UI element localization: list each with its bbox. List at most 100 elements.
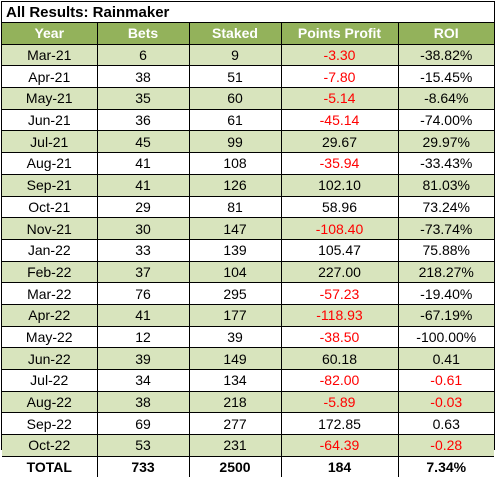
table-row[interactable]: Jan-22 33 139 105.47 75.88% <box>2 239 494 262</box>
points-profit-cell[interactable]: 58.96 <box>281 196 399 219</box>
staked-cell[interactable]: 51 <box>189 65 282 89</box>
roi-cell[interactable]: -38.82% <box>398 44 494 67</box>
staked-cell[interactable]: 108 <box>189 152 282 175</box>
year-cell[interactable]: Jun-22 <box>2 347 98 370</box>
total-staked-cell[interactable]: 2500 <box>189 456 282 477</box>
roi-cell[interactable]: -19.40% <box>398 282 494 305</box>
points-profit-cell[interactable]: 105.47 <box>281 239 399 262</box>
points-profit-cell[interactable]: 172.85 <box>281 412 399 436</box>
points-profit-cell[interactable]: 60.18 <box>281 347 399 370</box>
table-row[interactable]: Mar-21 6 9 -3.30 -38.82% <box>2 44 494 67</box>
points-profit-cell[interactable]: 102.10 <box>281 174 399 197</box>
roi-cell[interactable]: -74.00% <box>398 109 494 132</box>
bets-cell[interactable]: 53 <box>97 434 190 457</box>
year-cell[interactable]: Jul-22 <box>2 369 98 392</box>
roi-cell[interactable]: -73.74% <box>398 217 494 240</box>
staked-cell[interactable]: 134 <box>189 369 282 392</box>
bets-cell[interactable]: 38 <box>97 65 190 89</box>
staked-cell[interactable]: 231 <box>189 434 282 457</box>
bets-cell[interactable]: 41 <box>97 304 190 327</box>
total-roi-cell[interactable]: 7.34% <box>398 456 494 477</box>
points-profit-cell[interactable]: -64.39 <box>281 434 399 457</box>
table-row[interactable]: Mar-22 76 295 -57.23 -19.40% <box>2 282 494 305</box>
table-row[interactable]: Jul-22 34 134 -82.00 -0.61 <box>2 369 494 392</box>
year-cell[interactable]: Jan-22 <box>2 239 98 262</box>
bets-cell[interactable]: 36 <box>97 109 190 132</box>
staked-cell[interactable]: 218 <box>189 391 282 414</box>
year-cell[interactable]: Sep-21 <box>2 174 98 197</box>
staked-cell[interactable]: 277 <box>189 412 282 436</box>
year-cell[interactable]: Oct-21 <box>2 196 98 219</box>
year-cell[interactable]: Nov-21 <box>2 217 98 240</box>
table-row[interactable]: Nov-21 30 147 -108.40 -73.74% <box>2 217 494 240</box>
points-profit-cell[interactable]: -45.14 <box>281 109 399 132</box>
points-profit-cell[interactable]: -35.94 <box>281 152 399 175</box>
bets-cell[interactable]: 33 <box>97 239 190 262</box>
bets-cell[interactable]: 45 <box>97 130 190 154</box>
column-header-bets[interactable]: Bets <box>97 23 190 45</box>
staked-cell[interactable]: 81 <box>189 196 282 219</box>
roi-cell[interactable]: 81.03% <box>398 174 494 197</box>
year-cell[interactable]: Oct-22 <box>2 434 98 457</box>
roi-cell[interactable]: -67.19% <box>398 304 494 327</box>
table-row[interactable]: Jun-22 39 149 60.18 0.41 <box>2 347 494 370</box>
staked-cell[interactable]: 139 <box>189 239 282 262</box>
year-cell[interactable]: May-21 <box>2 87 98 110</box>
table-row[interactable]: Aug-21 41 108 -35.94 -33.43% <box>2 152 494 175</box>
roi-cell[interactable]: -33.43% <box>398 152 494 175</box>
staked-cell[interactable]: 104 <box>189 261 282 284</box>
column-header-points-profit[interactable]: Points Profit <box>281 23 399 45</box>
staked-cell[interactable]: 60 <box>189 87 282 110</box>
roi-cell[interactable]: -0.03 <box>398 391 494 414</box>
year-cell[interactable]: Sep-22 <box>2 412 98 436</box>
bets-cell[interactable]: 35 <box>97 87 190 110</box>
year-cell[interactable]: Aug-21 <box>2 152 98 175</box>
points-profit-cell[interactable]: -3.30 <box>281 44 399 67</box>
roi-cell[interactable]: 218.27% <box>398 261 494 284</box>
bets-cell[interactable]: 76 <box>97 282 190 305</box>
table-row[interactable]: May-22 12 39 -38.50 -100.00% <box>2 326 494 349</box>
roi-cell[interactable]: -8.64% <box>398 87 494 110</box>
total-row[interactable]: TOTAL 733 2500 184 7.34% <box>2 456 494 477</box>
points-profit-cell[interactable]: -38.50 <box>281 326 399 349</box>
year-cell[interactable]: Jul-21 <box>2 130 98 154</box>
bets-cell[interactable]: 38 <box>97 391 190 414</box>
points-profit-cell[interactable]: -118.93 <box>281 304 399 327</box>
points-profit-cell[interactable]: -5.89 <box>281 391 399 414</box>
roi-cell[interactable]: 73.24% <box>398 196 494 219</box>
year-cell[interactable]: Feb-22 <box>2 261 98 284</box>
points-profit-cell[interactable]: 227.00 <box>281 261 399 284</box>
staked-cell[interactable]: 177 <box>189 304 282 327</box>
year-cell[interactable]: Apr-22 <box>2 304 98 327</box>
roi-cell[interactable]: 75.88% <box>398 239 494 262</box>
staked-cell[interactable]: 39 <box>189 326 282 349</box>
roi-cell[interactable]: 0.41 <box>398 347 494 370</box>
roi-cell[interactable]: -0.61 <box>398 369 494 392</box>
bets-cell[interactable]: 69 <box>97 412 190 436</box>
column-header-roi[interactable]: ROI <box>398 23 494 45</box>
table-row[interactable]: Apr-22 41 177 -118.93 -67.19% <box>2 304 494 327</box>
bets-cell[interactable]: 34 <box>97 369 190 392</box>
year-cell[interactable]: Aug-22 <box>2 391 98 414</box>
year-cell[interactable]: Jun-21 <box>2 109 98 132</box>
year-cell[interactable]: Mar-21 <box>2 44 98 67</box>
staked-cell[interactable]: 147 <box>189 217 282 240</box>
bets-cell[interactable]: 39 <box>97 347 190 370</box>
table-row[interactable]: Apr-21 38 51 -7.80 -15.45% <box>2 65 494 89</box>
staked-cell[interactable]: 61 <box>189 109 282 132</box>
points-profit-cell[interactable]: -57.23 <box>281 282 399 305</box>
table-row[interactable]: Sep-22 69 277 172.85 0.63 <box>2 412 494 436</box>
bets-cell[interactable]: 29 <box>97 196 190 219</box>
points-profit-cell[interactable]: -5.14 <box>281 87 399 110</box>
staked-cell[interactable]: 126 <box>189 174 282 197</box>
table-row[interactable]: Oct-22 53 231 -64.39 -0.28 <box>2 434 494 457</box>
year-cell[interactable]: May-22 <box>2 326 98 349</box>
column-header-staked[interactable]: Staked <box>189 23 282 45</box>
bets-cell[interactable]: 30 <box>97 217 190 240</box>
roi-cell[interactable]: 29.97% <box>398 130 494 154</box>
bets-cell[interactable]: 37 <box>97 261 190 284</box>
roi-cell[interactable]: 0.63 <box>398 412 494 436</box>
bets-cell[interactable]: 41 <box>97 152 190 175</box>
points-profit-cell[interactable]: -7.80 <box>281 65 399 89</box>
table-row[interactable]: Jul-21 45 99 29.67 29.97% <box>2 130 494 154</box>
